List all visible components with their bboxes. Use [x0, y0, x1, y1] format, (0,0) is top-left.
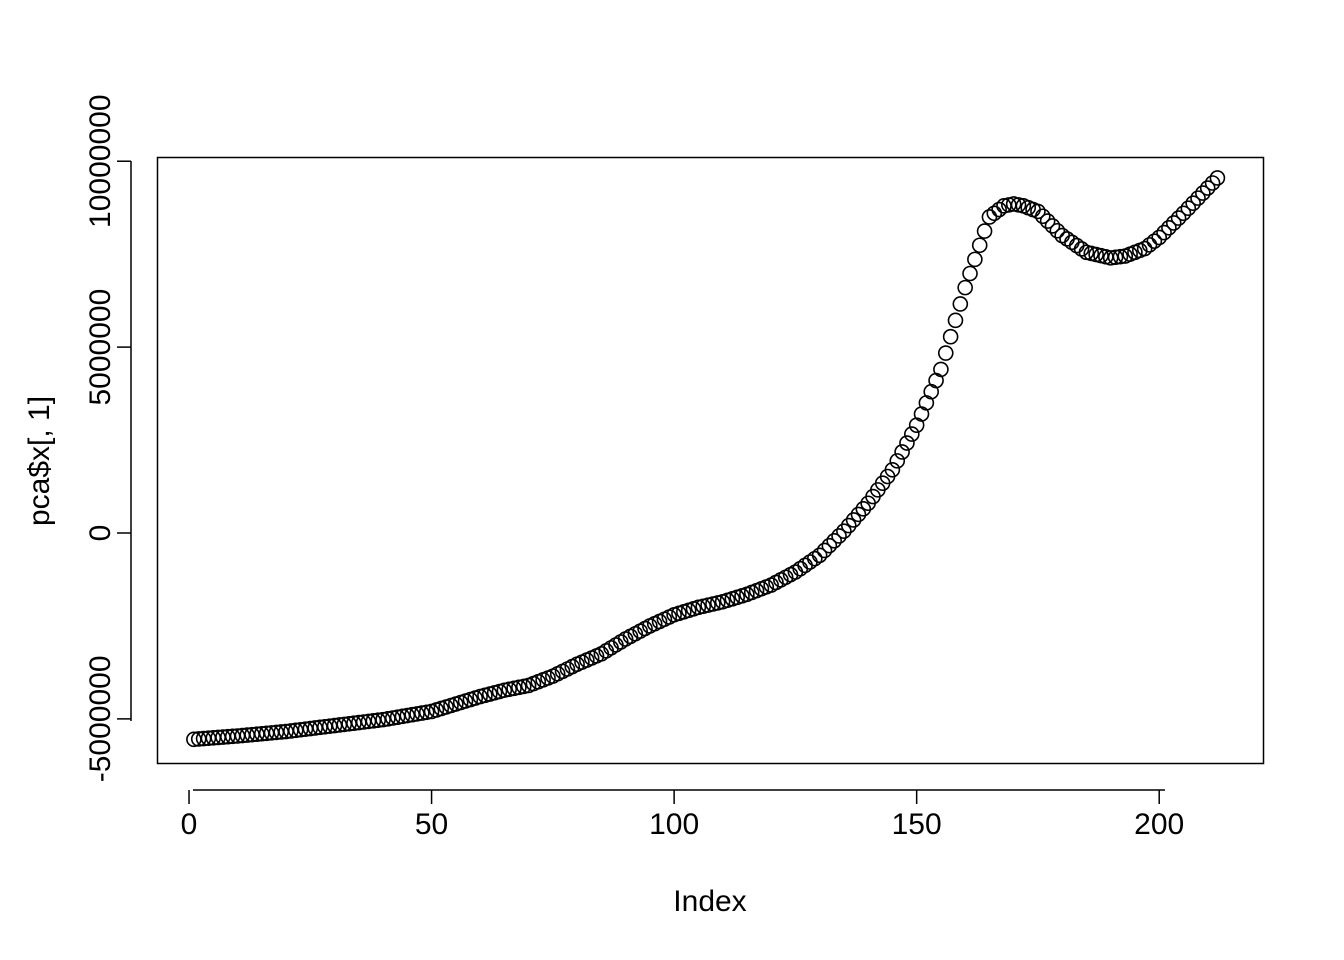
plot-frame: [156, 156, 1265, 765]
data-point: [1151, 229, 1168, 246]
y-tick-label: 5000000: [84, 289, 117, 406]
y-tick-label: 0: [84, 525, 117, 542]
data-point: [826, 532, 843, 549]
data-point: [1165, 215, 1182, 231]
y-axis-ticks: -5000000 0 5000000 10000000: [84, 94, 131, 782]
data-point: [821, 537, 838, 554]
y-tick-label: -5000000: [84, 655, 117, 782]
data-point: [904, 426, 920, 442]
data-point: [1204, 175, 1221, 191]
y-tick-label: 10000000: [84, 94, 117, 227]
data-point: [1107, 249, 1124, 266]
data-point: [976, 223, 993, 239]
data-point: [831, 528, 847, 544]
data-point: [855, 501, 872, 517]
data-point: [1199, 180, 1216, 196]
data-point: [1190, 190, 1206, 206]
data-point: [962, 265, 978, 282]
data-point: [1195, 185, 1211, 201]
data-point: [947, 312, 964, 329]
data-point: [472, 688, 488, 705]
data-point: [481, 686, 498, 702]
data-point: [1030, 203, 1046, 220]
data-point: [418, 704, 435, 721]
data-point: [477, 687, 493, 704]
data-point: [404, 706, 420, 723]
data-point: [957, 279, 973, 296]
data-point: [933, 361, 949, 378]
data-point: [797, 557, 813, 574]
data-point: [1146, 233, 1163, 249]
data-point: [889, 453, 906, 469]
data-point: [937, 345, 954, 361]
data-point: [1112, 248, 1129, 265]
x-tick-label: 200: [1134, 808, 1184, 841]
data-point: [1185, 195, 1201, 211]
data-point: [370, 712, 387, 729]
data-point: [991, 201, 1007, 218]
data-point: [811, 547, 828, 564]
data-point: [1161, 219, 1177, 236]
data-point: [850, 506, 867, 523]
data-point: [414, 705, 430, 721]
data-point: [981, 209, 998, 225]
data-point: [491, 683, 508, 700]
data-point: [1049, 222, 1066, 239]
data-point: [816, 542, 833, 559]
y-axis-title: pca$x[, 1]: [23, 396, 56, 526]
x-tick-label: 0: [181, 808, 198, 841]
data-point: [884, 461, 901, 478]
data-point: [1064, 234, 1080, 251]
data-point: [389, 709, 406, 725]
data-point: [952, 296, 969, 312]
data-point: [1175, 205, 1192, 222]
x-axis-ticks: 0 50 100 150 200: [181, 790, 1184, 841]
data-point: [1156, 224, 1172, 241]
x-tick-label: 100: [649, 808, 699, 841]
data-point: [845, 512, 862, 528]
data-point: [1073, 241, 1090, 257]
data-point: [986, 205, 1003, 222]
data-point: [1034, 208, 1051, 225]
data-point: [384, 710, 401, 726]
x-tick-label: 50: [415, 808, 448, 841]
data-point: [486, 684, 503, 701]
data-point: [1059, 231, 1075, 247]
data-point: [840, 517, 857, 534]
data-point: [1141, 237, 1158, 253]
data-point: [1170, 210, 1187, 226]
data-point: [894, 444, 910, 460]
data-point: [1209, 170, 1226, 186]
data-point: [1044, 218, 1061, 234]
data-point: [836, 523, 852, 539]
data-point: [1068, 237, 1085, 254]
data-point: [365, 713, 382, 729]
data-point: [1039, 213, 1056, 229]
data-point: [1136, 240, 1153, 257]
data-point: [409, 706, 425, 722]
data-point: [806, 550, 823, 567]
data-point: [899, 435, 915, 451]
data-point: [971, 237, 988, 254]
data-point: [375, 711, 391, 728]
data-point: [394, 708, 411, 725]
data-point: [1180, 200, 1197, 217]
data-point: [942, 328, 959, 345]
data-point: [380, 711, 396, 727]
x-tick-label: 150: [892, 808, 942, 841]
data-point: [399, 707, 416, 724]
data-point: [802, 554, 818, 570]
x-axis-title: Index: [673, 885, 746, 918]
data-point: [967, 251, 983, 268]
data-points: [186, 170, 1226, 748]
